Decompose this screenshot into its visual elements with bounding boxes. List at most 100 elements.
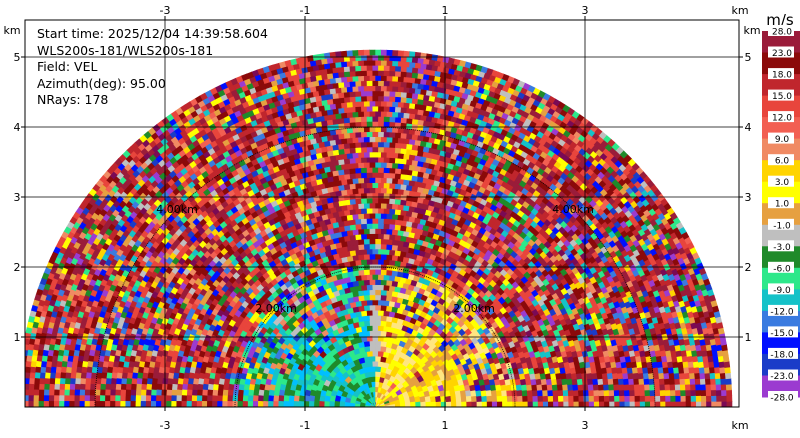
range-gate-3628 [629,400,636,407]
range-gate-395 [298,395,305,403]
range-gate-354 [303,400,310,407]
range-gate-768 [262,395,269,402]
range-gate-3626 [119,395,126,402]
range-gate-2955 [145,395,152,402]
range-gate-1924 [191,395,198,402]
range-gate-1041 [242,389,249,397]
range-gate-3771 [634,400,641,407]
range-gate-4444 [388,121,396,128]
range-gate-3418 [377,156,384,163]
range-gate-594 [470,395,478,402]
range-gate-2358 [577,389,585,397]
range-gate-375 [374,330,382,337]
range-gate-3347 [130,383,137,391]
range-gate-677 [377,299,384,306]
range-gate-2352 [171,383,178,391]
range-gate-3489 [624,395,631,402]
range-gate-2769 [371,182,379,188]
range-gate-297 [374,340,382,347]
range-gate-1279 [522,400,529,407]
range-gate-2588 [588,400,595,407]
range-gate-1876 [366,223,373,230]
range-gate-2191 [360,207,367,215]
range-gate-1871 [394,224,401,231]
range-gate-901 [496,400,503,407]
range-gate-3148 [388,167,396,174]
range-gate-3083 [140,389,147,397]
range-gate-3774 [633,383,640,391]
range-gate-937 [363,279,370,286]
range-gate-679 [366,299,373,306]
range-gate-4933 [348,106,356,113]
range-gate-2961 [602,378,609,386]
range-gate-1079 [385,269,393,276]
range-gate-419 [371,325,379,331]
range-gate-3089 [608,383,615,391]
range-gate-1491 [391,244,399,251]
range-gate-3084 [140,395,147,402]
range-gate-4212 [99,389,106,397]
range-gate-1634 [542,389,549,397]
range-gate-3279 [397,162,404,170]
range-gate-1406 [371,248,379,255]
range-gate-1632 [542,400,549,407]
range-gate-1404 [382,248,390,255]
range-gate-1322 [363,253,370,260]
range-gate-3837 [405,143,413,150]
range-gate-1679 [371,233,379,239]
range-gate-3849 [337,143,345,150]
range-gate-200 [374,355,382,362]
range-gate-3629 [629,395,636,402]
range-gate-1320 [374,253,382,260]
range-gate-934 [380,279,387,286]
range-gate-3218 [614,395,621,402]
range-gate-4447 [371,121,379,127]
range-gate-2709 [593,395,600,402]
range-gate-1082 [368,268,376,275]
range-gate-3016 [399,173,407,180]
range-gate-3422 [354,157,362,164]
range-gate-2648 [368,187,376,194]
range-gate-868 [366,284,373,291]
range-gate-4448 [366,121,373,127]
range-gate-3994 [346,137,353,144]
range-gate-3775 [633,377,640,385]
range-gate-2409 [394,198,401,205]
range-gate-622 [363,304,370,312]
range-gate-1631 [206,400,213,407]
range-gate-3483 [125,378,133,385]
range-gate-1321 [368,253,376,260]
range-gate-2243 [175,400,182,407]
range-gate-4687 [664,389,671,397]
range-gate-3704 [343,147,351,155]
range-gate-1980 [354,218,362,225]
range-gate-3220 [613,383,620,391]
range-gate-1629 [206,389,214,397]
range-gate-2895 [363,177,370,184]
range-gate-1822 [196,389,203,397]
range-gate-3776 [632,372,639,380]
range-gate-936 [368,279,376,286]
range-gate-2586 [160,395,167,402]
range-gate-538 [283,395,290,402]
range-gate-969 [247,395,254,402]
range-gate-1540 [537,400,544,407]
range-gate-4061 [104,389,111,397]
range-gate-2027 [186,395,193,402]
range-gate-4060 [104,383,112,391]
range-gate-3919 [638,383,646,391]
range-gate-4450 [354,121,362,128]
range-gate-1681 [360,233,368,240]
range-gate-4932 [354,106,362,113]
range-gate-3703 [348,147,356,154]
range-gate-3770 [114,400,121,407]
range-gate-2953 [145,383,153,391]
range-gate-3492 [622,378,630,385]
range-gate-316 [440,400,447,407]
range-gate-3214 [135,389,142,397]
range-gate-1318 [385,254,393,261]
range-gate-2084 [357,213,365,220]
range-gate-2890 [391,177,399,185]
range-gate-418 [377,325,384,332]
range-gate-2411 [383,197,390,204]
